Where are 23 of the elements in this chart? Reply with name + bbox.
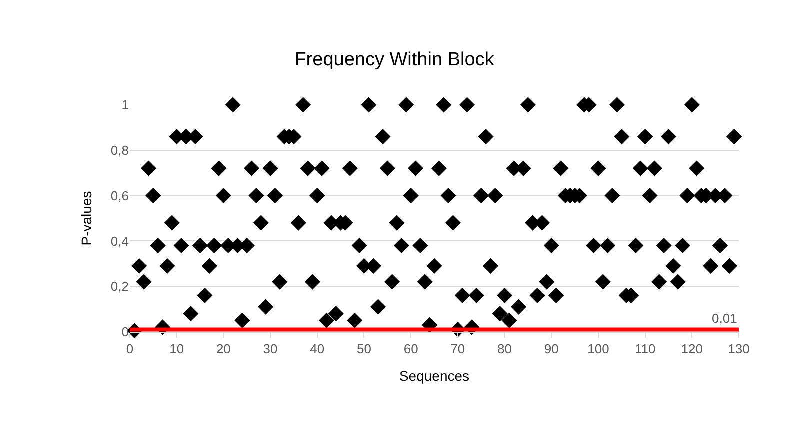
y-tick-label: 0,4: [110, 234, 129, 249]
x-tick-label: 50: [356, 342, 372, 357]
x-tick-label: 100: [588, 342, 610, 357]
x-tick-label: 120: [681, 342, 703, 357]
y-tick-label: 0,2: [110, 279, 129, 294]
x-tick-label: 70: [450, 342, 466, 357]
x-tick-label: 90: [544, 342, 559, 357]
x-tick-label: 110: [634, 342, 656, 357]
x-tick-label: 80: [498, 342, 512, 357]
x-tick-label: 40: [310, 342, 325, 357]
y-tick-label: 1: [122, 98, 129, 113]
x-tick-label: 130: [728, 342, 750, 357]
x-tick-label: 30: [263, 342, 278, 357]
x-axis-title: Sequences: [399, 368, 470, 384]
x-tick-label: 60: [404, 342, 418, 357]
chart-title: Frequency Within Block: [294, 50, 495, 71]
y-tick-label: 0,8: [110, 142, 129, 158]
y-axis-title: P-values: [78, 191, 95, 246]
ref-line-label: 0,01: [712, 311, 738, 326]
y-tick-label: 0: [122, 324, 129, 340]
y-tick-label: 0,6: [110, 188, 129, 204]
x-tick-label: 20: [216, 342, 231, 357]
x-tick-label: 10: [170, 342, 184, 357]
